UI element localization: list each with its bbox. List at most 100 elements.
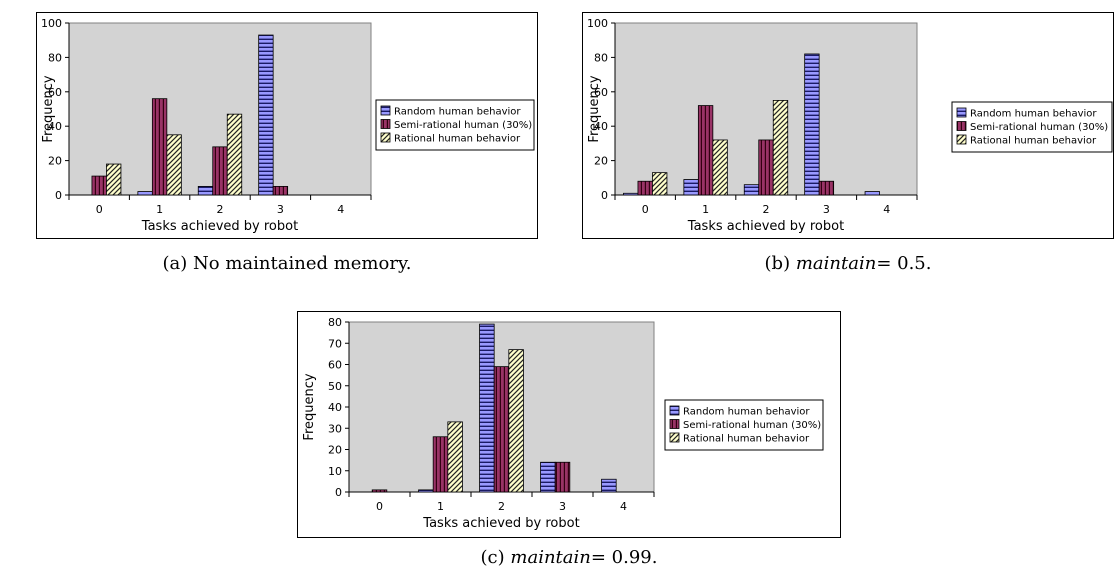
bar [479, 323, 495, 493]
bar [772, 100, 789, 196]
x-tick-label: 2 [498, 500, 505, 513]
x-tick-label: 4 [620, 500, 627, 513]
legend-swatch [380, 132, 391, 143]
x-tick-label: 0 [96, 203, 103, 216]
bar [818, 180, 835, 196]
bar [91, 175, 107, 196]
bar [371, 489, 388, 493]
caption-c: (c) maintain= 0.99. [297, 547, 841, 568]
y-tick-label: 0 [335, 486, 342, 499]
legend: Random human behavior Semi-rational human… [664, 399, 824, 451]
bar [508, 349, 524, 493]
bar [758, 139, 774, 196]
y-tick-label: 20 [328, 444, 342, 457]
bar [623, 192, 639, 196]
y-tick-label: 0 [55, 189, 62, 202]
legend-label: Semi-rational human (30%) [970, 122, 1108, 133]
caption-b-label: (b) [764, 253, 791, 274]
x-tick-label: 4 [337, 203, 344, 216]
bar [697, 105, 714, 196]
y-tick-label: 40 [594, 120, 608, 133]
legend-label: Random human behavior [683, 407, 810, 418]
legend-swatch [956, 134, 967, 145]
y-tick-label: 40 [328, 401, 342, 414]
y-tick-label: 100 [587, 17, 608, 30]
caption-a-text: No maintained memory. [193, 253, 412, 274]
legend-swatch [669, 432, 680, 443]
y-tick-label: 60 [594, 86, 608, 99]
caption-c-label: (c) [480, 547, 505, 568]
figure-c: 0 10 20 30 40 50 60 70 80 0 1 2 3 4 Tasks achieved by … [297, 311, 841, 538]
figure-a: 0 20 40 60 80 100 0 1 2 3 4 Tasks achieved by robot… [36, 12, 538, 239]
y-tick-label: 50 [328, 380, 342, 393]
legend-label: Random human behavior [394, 107, 521, 118]
caption-a-label: (a) [162, 253, 188, 274]
x-tick-label: 1 [702, 203, 709, 216]
legend-label: Semi-rational human (30%) [394, 120, 532, 131]
x-tick-label: 3 [277, 203, 284, 216]
legend-label: Rational human behavior [394, 134, 521, 145]
bar [151, 98, 168, 196]
bar [418, 489, 434, 493]
bar [272, 185, 289, 196]
legend-label: Rational human behavior [970, 136, 1097, 147]
x-tick-label: 3 [559, 500, 566, 513]
x-axis-label: Tasks achieved by robot [422, 516, 579, 531]
bar [166, 134, 182, 196]
y-tick-label: 100 [41, 17, 62, 30]
x-axis-label: Tasks achieved by robot [687, 219, 844, 234]
x-tick-label: 0 [642, 203, 649, 216]
legend-label: Random human behavior [970, 109, 1097, 120]
caption-b-value: = 0.5. [876, 253, 932, 274]
bar [226, 113, 243, 196]
legend-swatch [380, 105, 391, 116]
legend-swatch [669, 405, 680, 416]
chart-a: 0 20 40 60 80 100 0 1 2 3 4 Tasks achieved by robot… [36, 12, 538, 239]
bar [601, 478, 617, 493]
x-tick-label: 3 [823, 203, 830, 216]
x-tick-label: 1 [156, 203, 163, 216]
y-tick-label: 80 [48, 51, 62, 64]
bar [743, 184, 760, 196]
legend-label: Rational human behavior [683, 434, 810, 445]
legend-swatch [956, 121, 967, 131]
legend-swatch [380, 119, 391, 129]
y-tick-label: 60 [328, 359, 342, 372]
legend-swatch [669, 419, 680, 429]
y-tick-label: 0 [601, 189, 608, 202]
legend: Random human behavior Semi-rational human… [951, 101, 1113, 153]
bar [712, 139, 728, 196]
x-tick-label: 1 [437, 500, 444, 513]
y-tick-label: 10 [328, 465, 342, 478]
bar [197, 185, 214, 196]
caption-c-em: maintain [510, 547, 591, 568]
caption-b: (b) maintain= 0.5. [582, 253, 1114, 274]
y-axis-label: Frequency [302, 373, 317, 440]
bar [683, 179, 699, 196]
bar [637, 180, 653, 196]
chart-c: 0 10 20 30 40 50 60 70 80 0 1 2 3 4 Tasks achieved by … [297, 311, 841, 538]
y-tick-label: 70 [328, 337, 342, 350]
legend-swatch [956, 107, 967, 118]
bar [652, 172, 668, 196]
bar [212, 146, 228, 196]
caption-b-em: maintain [795, 253, 877, 274]
y-tick-label: 30 [328, 422, 342, 435]
bar [106, 163, 122, 196]
bar [493, 366, 510, 493]
y-tick-label: 60 [48, 86, 62, 99]
chart-b: 0 20 40 60 80 100 0 1 2 3 4 Tasks achieved by robot… [582, 12, 1114, 239]
y-tick-label: 20 [48, 155, 62, 168]
caption-a: (a) No maintained memory. [36, 253, 538, 274]
figure-b: 0 20 40 60 80 100 0 1 2 3 4 Tasks achieved by robot… [582, 12, 1114, 239]
caption-c-value: = 0.99. [590, 547, 658, 568]
x-tick-label: 0 [376, 500, 383, 513]
x-tick-label: 2 [763, 203, 770, 216]
bar [554, 461, 571, 493]
legend-label: Semi-rational human (30%) [683, 420, 821, 431]
y-tick-label: 80 [594, 51, 608, 64]
y-axis-label: Frequency [41, 75, 56, 142]
bar [258, 34, 274, 196]
y-tick-label: 20 [594, 155, 608, 168]
bar [447, 421, 463, 493]
